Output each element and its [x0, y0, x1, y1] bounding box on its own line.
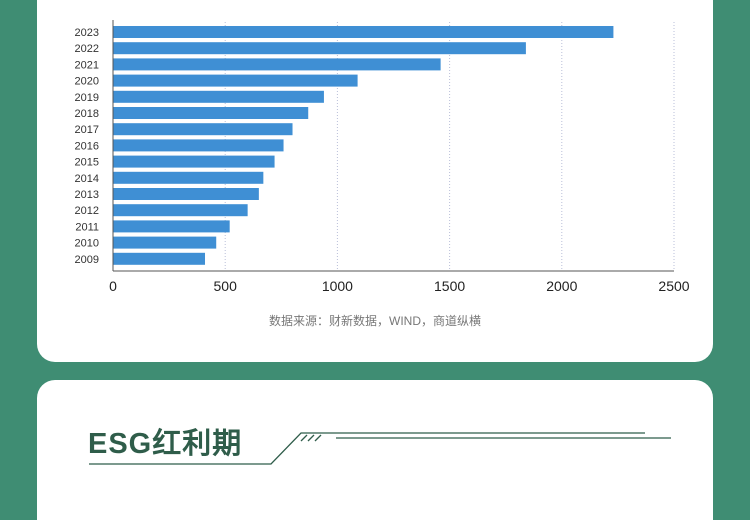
x-tick-label: 2000 [546, 278, 577, 294]
y-tick-label: 2012 [75, 205, 99, 217]
bar [113, 139, 284, 152]
deco-slash-1 [300, 434, 308, 442]
bar-chart: 0 500 1000 1500 2000 2500 2023 2022 2021 2020 2019… [75, 20, 690, 294]
y-tick-label: 2022 [75, 43, 99, 55]
esg-section-card: ESG红利期 [37, 380, 713, 520]
y-tick-label: 2016 [75, 140, 99, 152]
bar [113, 90, 324, 103]
chart-card: 0 500 1000 1500 2000 2500 2023 2022 2021 2020 2019… [37, 0, 713, 362]
bar [113, 188, 259, 200]
x-tick-label: 500 [214, 278, 238, 294]
bar [113, 155, 275, 168]
y-tick-label: 2013 [75, 189, 99, 201]
y-tick-label: 2011 [75, 221, 99, 233]
bar [113, 26, 614, 38]
source-note: 数据来源：财新数据，WIND，商道纵横 [269, 314, 481, 328]
deco-slash-3 [314, 434, 322, 442]
x-tick-label: 1000 [322, 278, 353, 294]
deco-underline [89, 432, 645, 465]
y-tick-label: 2015 [75, 157, 99, 169]
y-tick-label: 2018 [75, 108, 99, 120]
x-tick-label: 2500 [658, 278, 689, 294]
bar [113, 236, 217, 249]
y-tick-label: 2009 [75, 254, 99, 266]
bar [113, 204, 248, 217]
bar [113, 58, 441, 71]
y-tick-label: 2020 [75, 76, 99, 88]
section-title: ESG红利期 [88, 428, 243, 460]
y-tick-label: 2021 [75, 59, 99, 71]
bar [113, 74, 358, 87]
bar [113, 42, 526, 55]
y-tick-label: 2010 [75, 238, 99, 250]
y-tick-label: 2023 [75, 27, 99, 39]
bar [113, 171, 264, 184]
x-tick-label: 1500 [434, 278, 465, 294]
bar [113, 107, 309, 119]
bar [113, 123, 293, 136]
y-tick-label: 2017 [75, 124, 99, 136]
x-tick-label: 0 [109, 278, 117, 294]
y-tick-label: 2014 [75, 173, 99, 185]
title-decoration [89, 432, 671, 465]
bar [113, 252, 206, 265]
y-tick-label: 2019 [75, 92, 99, 104]
deco-slash-2 [307, 434, 315, 442]
bar [113, 220, 230, 233]
